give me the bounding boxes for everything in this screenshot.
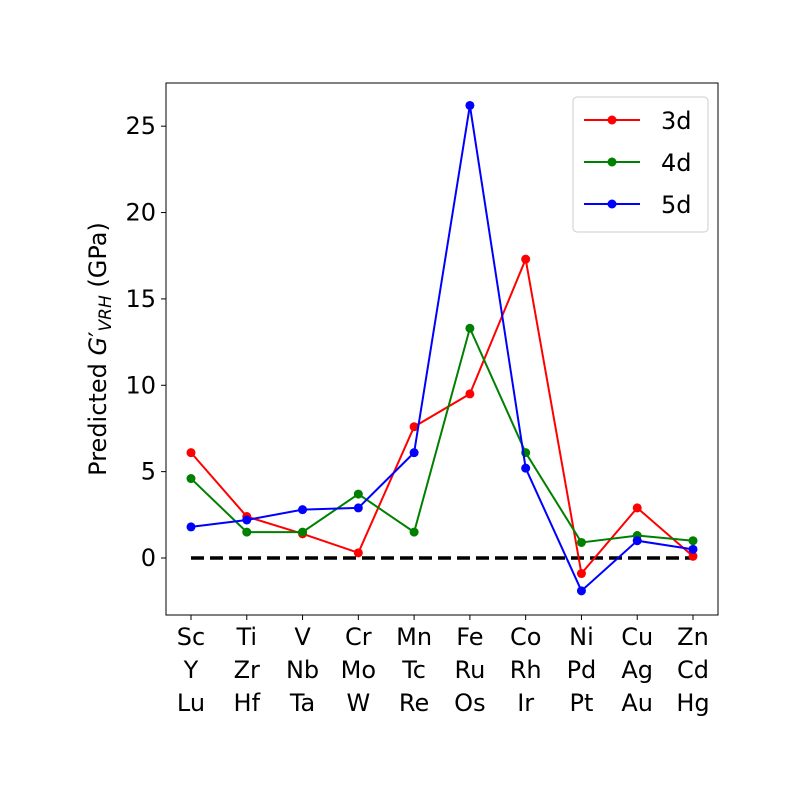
data-point-4d-1	[242, 527, 252, 537]
x-tick-label: Ni	[569, 623, 594, 651]
y-axis-label-prefix: Predicted	[84, 356, 112, 476]
axes-frame	[165, 82, 719, 616]
y-tick-label: 0	[141, 544, 156, 572]
series-line-5d	[190, 105, 694, 593]
legend-item-4d: 4d	[584, 149, 692, 177]
x-tick-label: Re	[399, 689, 429, 717]
data-point-3d-3	[353, 548, 363, 558]
y-tick-label: 20	[125, 199, 156, 227]
x-tick-label: Cu	[621, 623, 653, 651]
y-axis: 0 5 10 15 20 25	[125, 112, 166, 572]
x-tick-label: Mo	[341, 656, 376, 684]
y-axis-label: Predicted G′VRH (GPa)	[84, 222, 116, 476]
x-tick-label: Nb	[286, 656, 319, 684]
y-axis-label-subscript: VRH	[96, 295, 116, 331]
data-point-3d-8	[632, 503, 642, 513]
x-axis: Sc Y Lu Ti Zr Hf V Nb Ta Cr Mo W Mn Tc Re Fe Ru Os Co Rh Ir N…	[177, 615, 710, 717]
legend-label-3d: 3d	[661, 107, 692, 135]
data-point-4d-3	[353, 489, 363, 499]
data-point-5d-7	[576, 586, 586, 596]
y-tick-label: 5	[141, 458, 156, 486]
data-point-5d-9	[688, 544, 698, 554]
data-point-4d-5	[465, 323, 475, 333]
x-tick-label: V	[294, 623, 311, 651]
x-tick-label: Ag	[621, 656, 653, 684]
legend-box	[572, 96, 709, 233]
data-point-5d-2	[298, 505, 308, 515]
x-tick-label: Os	[454, 689, 485, 717]
legend-item-3d: 3d	[584, 107, 692, 135]
x-tick-label: Lu	[177, 689, 205, 717]
plot-area	[165, 82, 719, 616]
y-axis-label-symbol: G	[84, 337, 112, 356]
legend-label-5d: 5d	[661, 191, 692, 219]
legend-marker-4d	[607, 157, 617, 167]
x-tick-label: Zr	[234, 656, 260, 684]
data-point-3d-4	[409, 422, 419, 432]
data-point-5d-6	[521, 463, 531, 473]
x-tick-label: Hf	[234, 689, 261, 717]
legend-item-5d: 5d	[584, 191, 692, 219]
data-point-5d-5	[465, 100, 475, 110]
x-tick-label: Cd	[677, 656, 709, 684]
data-point-3d-6	[521, 254, 531, 264]
series-4d	[186, 323, 698, 547]
series-3d	[186, 254, 698, 579]
data-point-4d-4	[409, 527, 419, 537]
x-tick-label: Fe	[456, 623, 483, 651]
data-point-4d-2	[298, 527, 308, 537]
series-5d	[186, 100, 698, 596]
x-tick-label: Co	[510, 623, 541, 651]
x-tick-label: Zn	[677, 623, 709, 651]
legend-marker-5d	[607, 199, 617, 209]
x-tick-label: Hg	[676, 689, 709, 717]
x-tick-label: Ti	[235, 623, 257, 651]
x-tick-label: Ir	[517, 689, 534, 717]
data-point-3d-0	[186, 448, 196, 458]
series-line-3d	[190, 255, 694, 576]
data-point-5d-8	[632, 536, 642, 546]
x-tick-label: Au	[621, 689, 653, 717]
y-axis-label-prime: ′	[84, 331, 112, 336]
data-point-3d-7	[576, 569, 586, 579]
data-point-5d-3	[353, 503, 363, 513]
x-tick-label: Tc	[401, 656, 426, 684]
data-point-5d-4	[409, 448, 419, 458]
x-tick-label: Ru	[454, 656, 485, 684]
x-tick-label: W	[346, 689, 370, 717]
x-tick-label: Mn	[396, 623, 432, 651]
legend-label-4d: 4d	[661, 149, 692, 177]
data-point-3d-5	[465, 389, 475, 399]
data-point-4d-9	[688, 536, 698, 546]
x-tick-label: Ta	[289, 689, 315, 717]
x-tick-label: Rh	[510, 656, 542, 684]
legend: 3d 4d 5d	[572, 96, 709, 233]
data-point-4d-7	[576, 537, 586, 547]
data-point-5d-0	[186, 522, 196, 532]
y-tick-label: 15	[125, 285, 156, 313]
y-tick-label: 10	[125, 371, 156, 399]
series-line-4d	[190, 325, 694, 544]
y-tick-label: 25	[125, 112, 156, 140]
x-tick-label: Pt	[569, 689, 593, 717]
data-point-5d-1	[242, 515, 252, 525]
x-tick-label: Sc	[177, 623, 205, 651]
y-axis-label-suffix: (GPa)	[84, 222, 112, 295]
x-tick-label: Y	[183, 656, 199, 684]
data-point-3d-9	[688, 551, 698, 561]
legend-marker-3d	[607, 115, 617, 125]
x-tick-label: Cr	[345, 623, 372, 651]
data-point-4d-0	[186, 474, 196, 484]
x-tick-label: Pd	[567, 656, 597, 684]
